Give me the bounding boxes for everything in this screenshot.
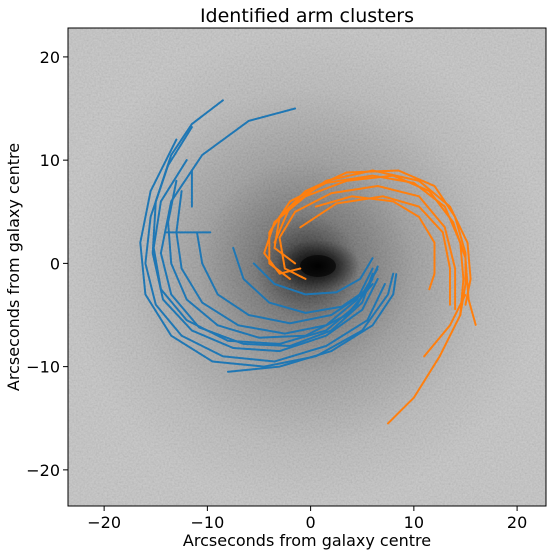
arm-trace	[423, 293, 467, 358]
plot-frame	[67, 27, 547, 507]
x-axis: −20 −10 0 10 20	[87, 506, 527, 532]
arm-trace	[151, 99, 379, 353]
x-tick-label: 20	[507, 513, 527, 532]
y-axis: −20 −10 0 10 20	[26, 48, 68, 480]
arm-trace	[196, 231, 379, 325]
y-tick-label: 0	[50, 254, 60, 273]
arm-trace	[232, 246, 379, 314]
arm-clusters	[139, 99, 477, 425]
arm-trace	[314, 195, 436, 291]
y-tick-label: −10	[26, 358, 60, 377]
x-tick-label: −10	[190, 513, 224, 532]
arm-trace	[273, 169, 472, 306]
y-axis-label: Arcseconds from galaxy centre	[4, 143, 23, 391]
y-tick-label: −20	[26, 461, 60, 480]
chart-title: Identified arm clusters	[200, 5, 414, 27]
arm-trace	[159, 107, 374, 347]
galaxy-image	[68, 28, 546, 506]
arm-trace	[167, 179, 374, 339]
blue-arm-cluster	[139, 99, 398, 373]
arm-trace	[175, 190, 374, 335]
x-axis-label: Arcseconds from galaxy centre	[183, 531, 431, 550]
arm-trace	[144, 126, 386, 363]
y-tick-label: 10	[40, 151, 60, 170]
x-tick-label: 10	[404, 513, 424, 532]
x-tick-label: −20	[87, 513, 121, 532]
arm-trace	[278, 185, 457, 311]
arm-trace	[299, 195, 451, 306]
arm-trace	[387, 283, 467, 425]
arm-trace	[252, 257, 374, 296]
orange-arm-cluster	[263, 169, 477, 425]
arm-trace	[268, 174, 465, 316]
arm-trace	[227, 272, 398, 373]
arm-trace	[139, 138, 395, 368]
y-tick-label: 20	[40, 48, 60, 67]
x-tick-label: 0	[306, 513, 316, 532]
